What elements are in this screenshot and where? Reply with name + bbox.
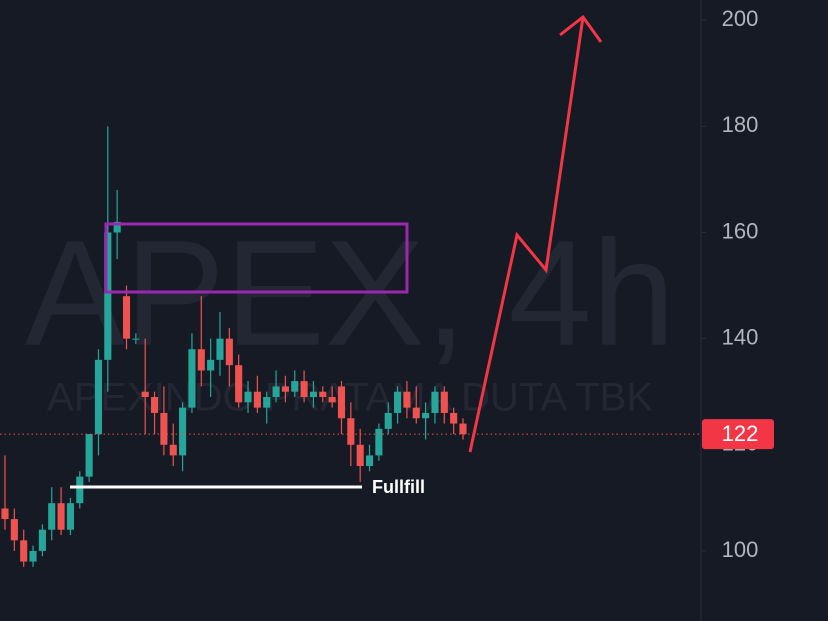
candle-body xyxy=(272,386,280,398)
candle-body xyxy=(347,418,355,445)
candle-body xyxy=(141,391,149,398)
candle-body xyxy=(375,428,383,456)
candle-body xyxy=(76,476,84,504)
projection-arrow xyxy=(468,16,585,453)
candle-body xyxy=(431,391,439,413)
candle-body xyxy=(1,508,9,520)
candle-body xyxy=(309,391,318,398)
y-tick-label: 100 xyxy=(722,537,759,562)
candle-body xyxy=(337,386,346,419)
candle-body xyxy=(394,391,402,413)
candle-body xyxy=(216,338,224,360)
candle-body xyxy=(225,338,233,366)
candle-body xyxy=(197,349,205,371)
candle-body xyxy=(169,444,177,456)
candle-body xyxy=(450,412,458,424)
candle-body xyxy=(188,349,196,408)
candle-body xyxy=(20,540,28,562)
candle-body xyxy=(291,381,299,392)
candle-body xyxy=(207,359,215,371)
candle-body xyxy=(48,503,56,530)
last-price-tag xyxy=(702,419,774,450)
y-tick-label: 140 xyxy=(722,324,759,349)
candle-body xyxy=(263,397,271,408)
y-tick-label: 200 xyxy=(722,6,759,31)
candle-body xyxy=(235,365,243,403)
watermark-subtitle: APEXINDO PRATAMA DUTA TBK xyxy=(47,376,653,420)
zone-box xyxy=(104,222,409,294)
candle-body xyxy=(179,407,187,456)
candle-body xyxy=(412,407,420,419)
candle-body xyxy=(94,359,103,435)
y-tick-label: 180 xyxy=(722,112,759,137)
candles xyxy=(1,126,467,567)
candle-body xyxy=(66,503,74,530)
candle-body xyxy=(356,444,364,467)
candle-body xyxy=(422,412,430,419)
candle-body xyxy=(113,221,121,233)
last-price-label: 122 xyxy=(722,421,759,446)
candle-body xyxy=(281,386,289,392)
candle-body xyxy=(300,381,308,398)
candle-body xyxy=(29,550,37,562)
candle-body xyxy=(38,529,46,551)
candle-body xyxy=(244,391,252,403)
y-tick-label: 160 xyxy=(722,218,759,243)
candle-body xyxy=(104,232,112,360)
candle-body xyxy=(459,423,467,435)
candle-body xyxy=(160,412,168,445)
candle-body xyxy=(253,391,261,408)
candle-body xyxy=(440,391,448,413)
candle-body xyxy=(132,338,140,340)
candle-body xyxy=(57,503,65,530)
candle-body xyxy=(403,391,411,408)
candle-body xyxy=(384,412,392,429)
candle-body xyxy=(150,397,159,413)
candle-body xyxy=(10,519,18,541)
candle-body xyxy=(122,296,131,339)
candle-body xyxy=(85,434,93,477)
candle-body xyxy=(328,397,336,403)
candle-body xyxy=(319,391,327,398)
arrow-head xyxy=(559,14,603,43)
candle-body xyxy=(365,455,374,467)
annotation: Fullfill xyxy=(372,477,425,497)
